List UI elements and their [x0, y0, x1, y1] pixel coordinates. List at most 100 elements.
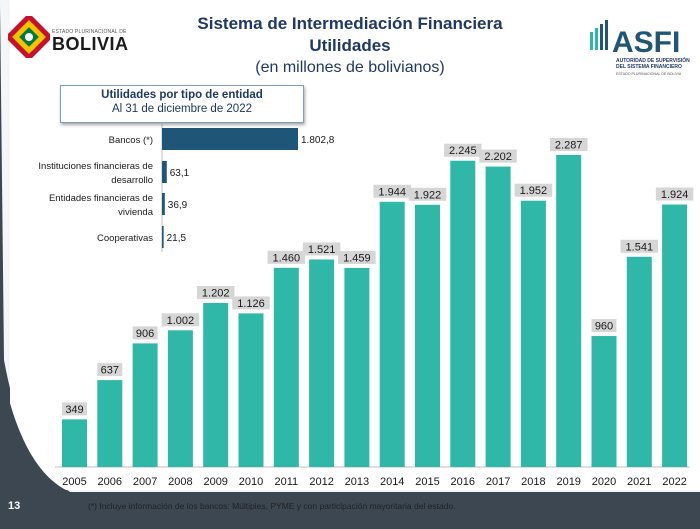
value-label-box: [514, 183, 553, 197]
value-label-box: [655, 187, 694, 201]
value-label-box: [549, 138, 588, 151]
value-label: 1.521: [308, 244, 336, 256]
inset-date: Al 31 de diciembre de 2022: [111, 103, 252, 115]
value-label-box: [62, 402, 87, 416]
value-label-box: [196, 286, 235, 300]
footnote: (*) Incluye información de los bancos: M…: [88, 501, 456, 511]
value-label: 906: [136, 328, 154, 340]
inset-category-label: Entidades financieras de: [49, 193, 153, 204]
bar-2010: [238, 313, 264, 467]
entity-type-bar-chart: 1.802,8 Bancos (*) 63,1 Instituciones finan…: [38, 124, 335, 252]
bar-2005: [62, 419, 87, 467]
inset-value-label: 63,1: [170, 168, 190, 179]
bar-2019: [556, 155, 582, 467]
inset-category-label: desarrollo: [111, 175, 153, 186]
bar-2014: [379, 201, 405, 467]
value-label: 637: [101, 365, 119, 377]
inset-chart-header: Utilidades por tipo de entidad Al 31 de …: [60, 85, 304, 123]
bolivia-seal-icon: [8, 16, 50, 58]
inset-bar: [162, 161, 167, 183]
x-tick-label: 2013: [345, 476, 369, 488]
value-label-box: [302, 242, 341, 256]
value-label: 1.459: [343, 252, 371, 264]
asfi-logo-graphic: ASFI AUTORIDAD DE SUPERVISIÓN DEL SISTEM…: [590, 20, 690, 76]
asfi-line2: DEL SISTEMA FINANCIERO: [616, 64, 682, 70]
x-tick-label: 2018: [521, 476, 545, 488]
inset-bar: [162, 226, 164, 248]
value-label: 1.922: [414, 189, 442, 201]
x-tick-label: 2014: [380, 476, 404, 488]
value-label: 349: [65, 404, 83, 416]
annual-profit-bar-chart: 349 2005 637 2006 906 2007 1.002 2008 1.202 2009 1…: [55, 138, 694, 488]
x-tick-label: 2005: [62, 476, 86, 488]
inset-bar: [162, 193, 165, 215]
bar-2016: [450, 160, 476, 467]
inset-value-label: 21,5: [167, 233, 187, 244]
value-label-box: [591, 319, 617, 333]
value-label: 1.126: [237, 298, 265, 310]
inset-bar: [162, 128, 298, 150]
bar-2011: [273, 267, 299, 467]
bar-2009: [203, 303, 229, 467]
x-tick-label: 2009: [203, 476, 227, 488]
curve-accent: [0, 360, 70, 492]
asfi-wordmark: ASFI: [612, 26, 680, 59]
value-label: 1.952: [520, 185, 548, 197]
logo-small-text: ESTADO PLURINACIONAL DE: [52, 29, 127, 35]
value-label-box: [132, 326, 158, 340]
x-tick-label: 2017: [486, 476, 510, 488]
x-tick-label: 2010: [239, 476, 263, 488]
value-label-box: [373, 184, 411, 198]
value-label-box: [620, 239, 659, 253]
bar-2006: [97, 380, 123, 467]
inset-category-label: Instituciones financieras de: [38, 161, 153, 172]
x-tick-label: 2019: [556, 476, 580, 488]
bar-2008: [167, 330, 193, 467]
value-label: 1.460: [273, 252, 301, 264]
value-label: 960: [595, 321, 613, 333]
page-title: Sistema de Intermediación Financiera: [197, 14, 503, 33]
asfi-line3: ESTADO PLURINACIONAL DE BOLIVIA: [616, 72, 682, 76]
inset-value-label: 1.802,8: [301, 135, 335, 146]
page-subtitle: Utilidades: [309, 36, 391, 55]
bar-2020: [591, 336, 617, 467]
bar-2015: [415, 204, 440, 467]
value-label: 1.541: [626, 241, 654, 253]
units-label: (en millones de bolivianos): [255, 59, 445, 76]
x-tick-label: 2021: [627, 476, 651, 488]
value-label: 2.287: [555, 140, 583, 152]
x-tick-label: 2012: [309, 476, 333, 488]
x-tick-label: 2015: [415, 476, 439, 488]
x-tick-label: 2008: [168, 476, 192, 488]
value-label-box: [97, 363, 123, 377]
x-tick-label: 2006: [98, 476, 122, 488]
value-label: 1.944: [378, 186, 406, 198]
value-label-box: [408, 187, 447, 201]
x-tick-label: 2022: [662, 476, 686, 488]
bar-2007: [132, 343, 158, 467]
bar-2021: [626, 256, 652, 467]
value-label: 1.002: [167, 315, 195, 327]
bar-2012: [309, 259, 335, 467]
bolivia-logo: ESTADO PLURINACIONAL DE BOLIVIA: [8, 14, 133, 64]
value-label: 2.245: [449, 145, 477, 157]
inset-category-label: Bancos (*): [109, 135, 153, 146]
bar-2017: [485, 166, 511, 467]
x-tick-label: 2011: [274, 476, 298, 488]
bar-2018: [520, 200, 546, 468]
value-label: 1.202: [202, 288, 230, 300]
inset-value-label: 36,9: [168, 200, 188, 211]
asfi-logo: ASFI AUTORIDAD DE SUPERVISIÓN DEL SISTEM…: [588, 18, 692, 90]
value-label-box: [444, 143, 482, 157]
value-label-box: [338, 250, 376, 264]
x-tick-label: 2016: [451, 476, 475, 488]
inset-title: Utilidades por tipo de entidad: [101, 89, 263, 101]
value-label-box: [161, 313, 200, 327]
value-label: 2.202: [484, 151, 512, 163]
logo-big-text: BOLIVIA: [52, 34, 129, 54]
x-tick-label: 2007: [133, 476, 157, 488]
value-label-box: [479, 149, 517, 163]
value-label-box: [232, 296, 270, 310]
inset-category-label: Cooperativas: [97, 233, 153, 244]
